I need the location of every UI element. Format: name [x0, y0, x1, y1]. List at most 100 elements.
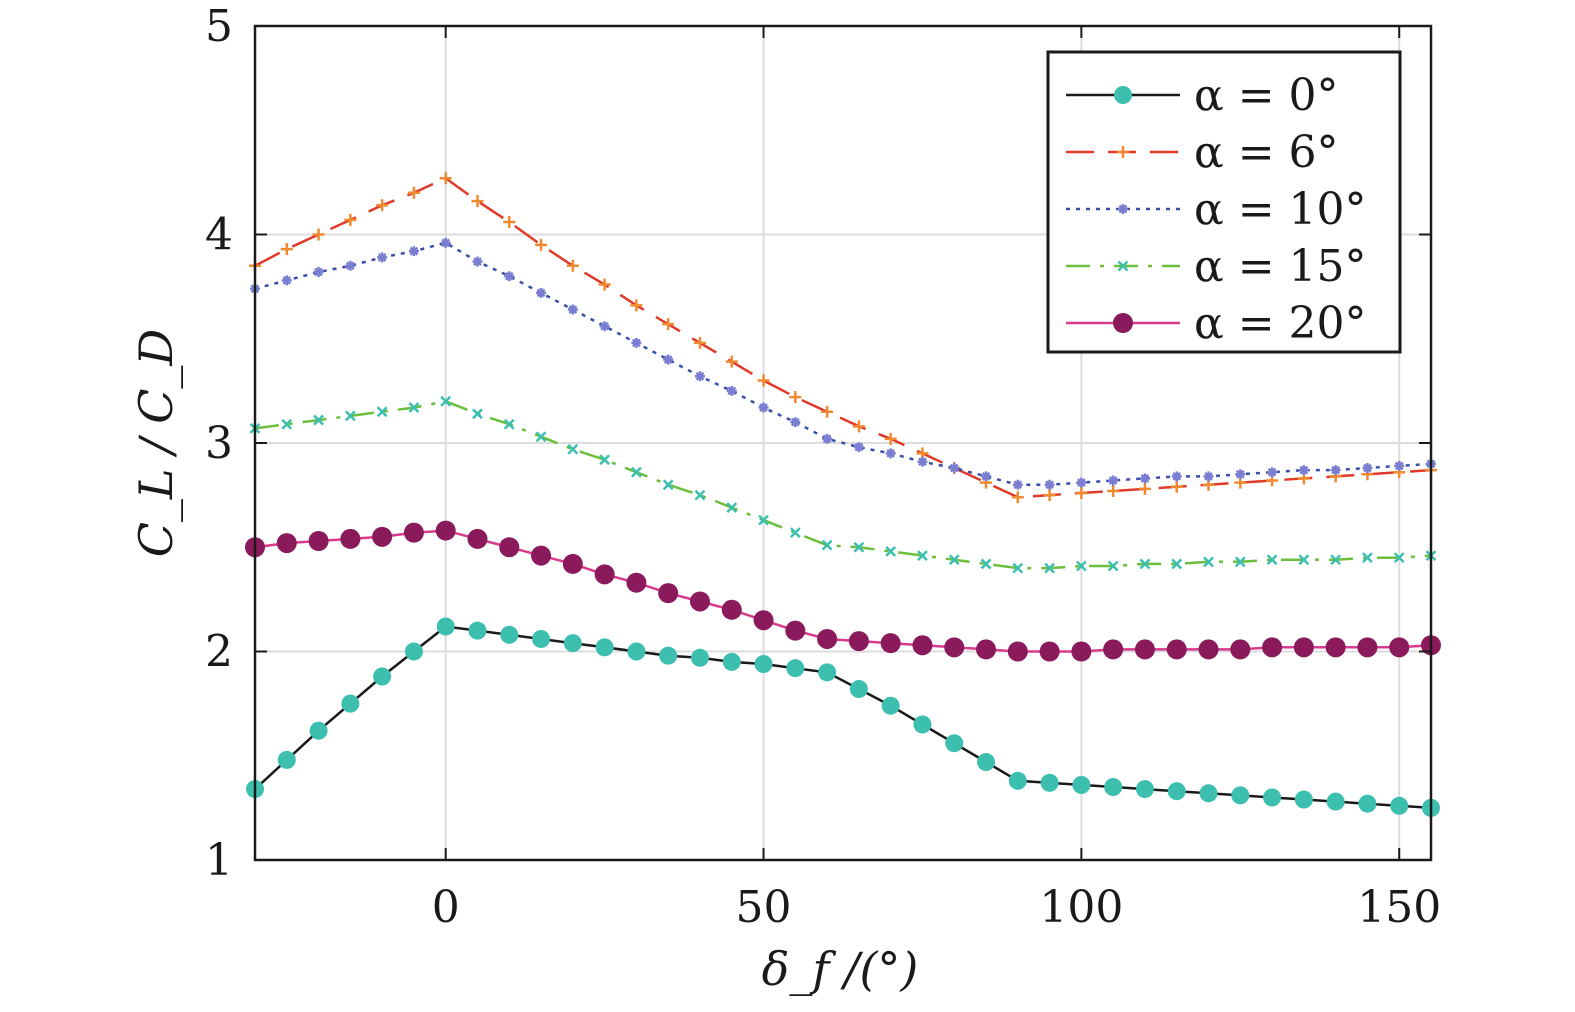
data-point [694, 371, 705, 382]
data-point [1170, 480, 1183, 493]
data-point [403, 522, 424, 543]
data-point [277, 750, 296, 769]
data-point [1263, 788, 1282, 807]
data-point [503, 418, 515, 430]
legend-entry: α = 15° [1066, 241, 1367, 292]
data-point [1358, 794, 1377, 813]
data-point [1113, 313, 1133, 333]
data-point [1107, 484, 1120, 497]
data-point [912, 635, 933, 656]
data-point [980, 558, 992, 570]
data-point [341, 694, 360, 713]
series-layer [245, 172, 1441, 817]
data-point [659, 646, 678, 665]
legend-label: α = 20° [1194, 298, 1367, 349]
legend-box [1046, 50, 1402, 354]
data-point [817, 628, 838, 649]
data-point [1235, 469, 1246, 480]
data-point [1117, 146, 1129, 158]
data-point [853, 442, 864, 453]
data-point [917, 456, 928, 467]
data-point [535, 431, 547, 443]
data-point [789, 527, 801, 539]
data-point [1134, 639, 1155, 660]
axis-ticks [255, 25, 1431, 861]
legend-label: α = 15° [1194, 241, 1367, 292]
data-point [439, 172, 452, 185]
legend-entry: α = 20° [1066, 298, 1367, 349]
data-point [345, 260, 356, 271]
data-point [435, 520, 456, 541]
data-point [1071, 641, 1092, 662]
series-line [254, 529, 1432, 653]
legend-label: α = 10° [1194, 184, 1367, 235]
data-point [1230, 639, 1251, 660]
data-point [468, 621, 487, 640]
data-point [721, 599, 742, 620]
data-point [1325, 637, 1346, 658]
data-point [1138, 482, 1151, 495]
data-point [281, 275, 292, 286]
data-point [693, 336, 706, 349]
data-point [313, 267, 324, 278]
data-point [1075, 487, 1088, 500]
data-point [280, 243, 293, 256]
data-point [917, 550, 928, 561]
x-tick-label: 100 [1039, 882, 1123, 933]
data-point [663, 354, 674, 365]
data-point [1231, 786, 1250, 805]
data-point [1139, 473, 1150, 484]
y-tick-label: 2 [205, 627, 233, 678]
data-point [377, 252, 388, 263]
data-point [1072, 775, 1091, 794]
x-tick-label: 50 [736, 882, 792, 933]
data-point [1108, 475, 1119, 486]
data-point [276, 533, 297, 554]
data-point [472, 408, 483, 420]
data-point [504, 271, 515, 282]
data-point [562, 553, 583, 574]
data-point [471, 195, 484, 208]
data-point [821, 539, 833, 551]
data-point [1167, 782, 1186, 801]
data-point [566, 259, 579, 272]
data-point [690, 648, 709, 667]
data-point [753, 610, 774, 631]
data-point [599, 321, 610, 332]
data-point [726, 502, 738, 514]
data-point [1008, 771, 1027, 790]
data-point [408, 402, 420, 413]
y-tick-label: 5 [205, 1, 233, 52]
data-point [1357, 637, 1378, 658]
data-point [1362, 552, 1373, 564]
data-point [758, 514, 769, 526]
data-point [1262, 637, 1283, 658]
data-point [658, 583, 679, 604]
data-point [1203, 556, 1214, 568]
data-point [1104, 778, 1123, 797]
data-point [1330, 554, 1342, 566]
data-point [1139, 558, 1151, 570]
data-point [503, 215, 516, 228]
data-point [309, 721, 328, 740]
data-point [1114, 86, 1132, 104]
data-point [689, 591, 710, 612]
data-point [344, 410, 356, 422]
data-point [885, 546, 897, 557]
data-point [1267, 467, 1278, 478]
x-axis-title: δ_f /(°) [762, 942, 919, 996]
data-point [407, 186, 420, 199]
data-point [662, 318, 675, 331]
data-point [758, 402, 769, 413]
data-point [1075, 560, 1087, 572]
data-point [376, 406, 388, 418]
data-point [344, 213, 357, 226]
data-point [1039, 641, 1060, 662]
data-point [1166, 639, 1187, 660]
tick-labels: 0 50 100 150 1 2 3 4 5 [205, 1, 1441, 933]
data-point [408, 246, 419, 257]
data-point [567, 443, 579, 455]
data-point [790, 417, 801, 428]
data-point [499, 537, 520, 558]
x-tick-label: 0 [432, 882, 460, 933]
